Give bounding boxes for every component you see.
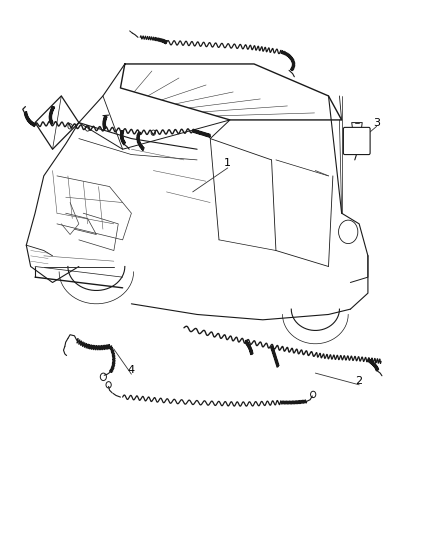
Text: 4: 4 [128,366,135,375]
Text: 2: 2 [356,376,363,386]
Text: 1: 1 [224,158,231,167]
Text: 3: 3 [373,118,380,127]
FancyBboxPatch shape [343,127,370,155]
